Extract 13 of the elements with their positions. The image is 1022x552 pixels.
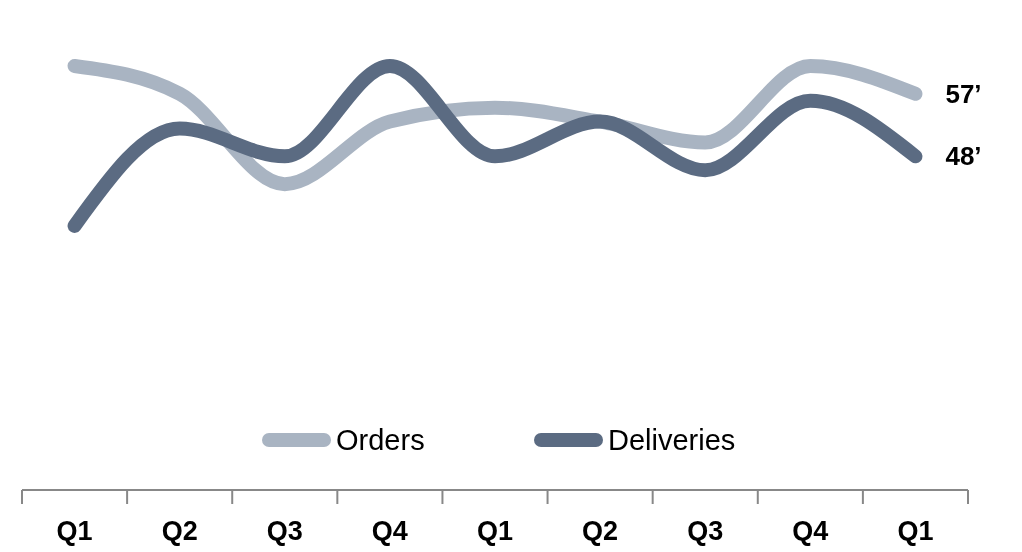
x-tick-label: Q1 (897, 516, 934, 546)
legend-label: Deliveries (608, 424, 736, 456)
data-label: 57’ (945, 78, 982, 109)
data-label: 48’ (945, 141, 982, 172)
x-tick-label: Q4 (371, 516, 408, 546)
x-tick-label: Q1 (56, 516, 93, 546)
x-tick-label: Q3 (266, 516, 303, 546)
legend-label: Orders (336, 424, 425, 456)
x-tick-label: Q2 (582, 516, 619, 546)
x-tick-label: Q3 (687, 516, 724, 546)
x-tick-label: Q2 (161, 516, 198, 546)
x-tick-label: Q1 (476, 516, 514, 546)
x-tick-label: Q4 (792, 516, 829, 546)
